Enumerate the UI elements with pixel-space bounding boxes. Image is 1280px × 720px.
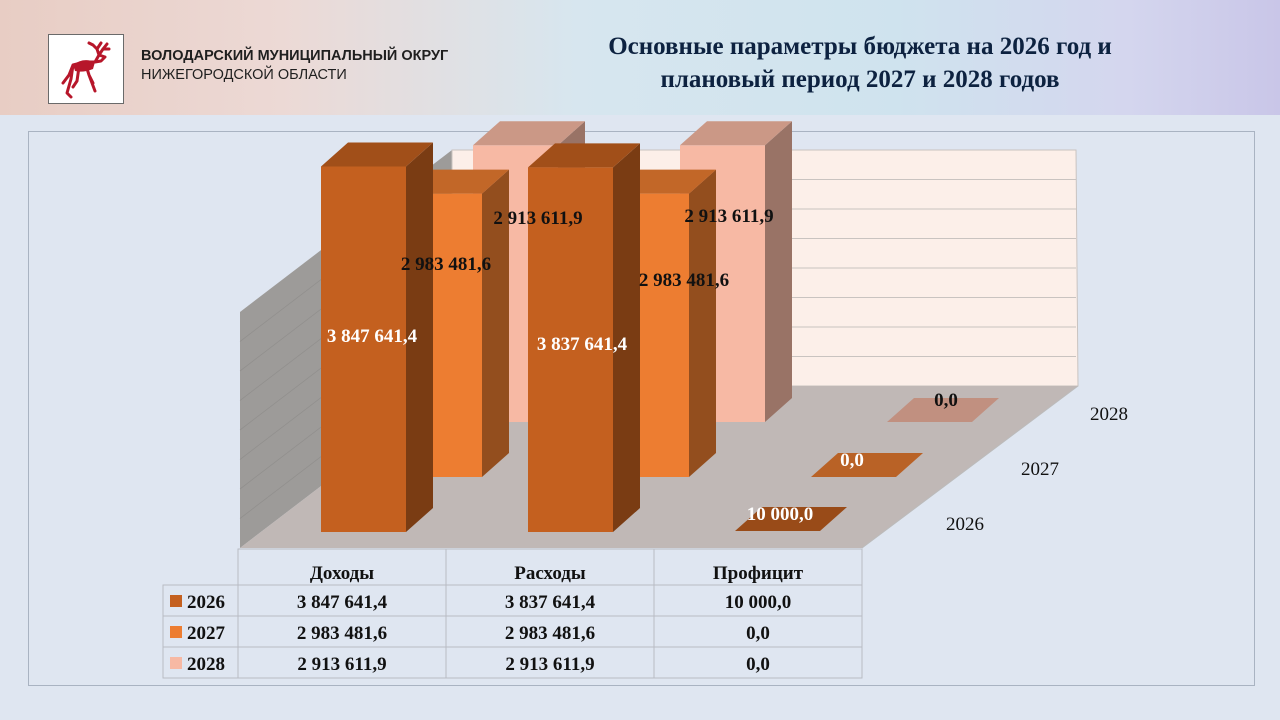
bar-front bbox=[528, 167, 613, 532]
bar-2026-2 bbox=[735, 507, 847, 531]
depth-label-2026: 2026 bbox=[946, 514, 984, 535]
bar-2027-2 bbox=[811, 453, 923, 477]
legend-key-2028 bbox=[170, 657, 182, 669]
bar-top bbox=[887, 398, 999, 422]
org-line-2: НИЖЕГОРОДСКОЙ ОБЛАСТИ bbox=[141, 67, 347, 83]
table-cell-2027-0: 2 983 481,6 bbox=[297, 623, 387, 644]
bar-2026-1 bbox=[528, 143, 640, 532]
bar-top bbox=[321, 142, 433, 167]
bar-2026-0 bbox=[321, 142, 433, 532]
bar-side bbox=[765, 121, 792, 422]
table-header-2: Профицит bbox=[713, 563, 804, 584]
table-cell-2026-1: 3 837 641,4 bbox=[505, 592, 596, 613]
chart-bars bbox=[321, 121, 999, 532]
title-line-2: плановый период 2027 и 2028 годов bbox=[660, 66, 1060, 93]
table-header-1: Расходы bbox=[514, 563, 586, 584]
data-label-2028-0: 2 913 611,9 bbox=[493, 208, 582, 229]
data-label-2027-1: 2 983 481,6 bbox=[639, 270, 729, 291]
data-label-2026-2: 10 000,0 bbox=[747, 504, 814, 525]
bar-side bbox=[406, 142, 433, 532]
table-cell-2027-2: 0,0 bbox=[746, 623, 770, 644]
bar-top bbox=[735, 507, 847, 531]
data-label-2026-1: 3 837 641,4 bbox=[537, 334, 628, 355]
emblem-deer-icon bbox=[48, 34, 124, 104]
table-cell-2028-1: 2 913 611,9 bbox=[505, 654, 594, 675]
table-row-name-2027: 2027 bbox=[187, 623, 226, 644]
bar-side bbox=[613, 143, 640, 532]
organization-name: ВОЛОДАРСКИЙ МУНИЦИПАЛЬНЫЙ ОКРУГ НИЖЕГОРО… bbox=[141, 47, 448, 85]
table-cell-2028-0: 2 913 611,9 bbox=[297, 654, 386, 675]
page-title: Основные параметры бюджета на 2026 год и… bbox=[540, 30, 1180, 96]
depth-label-2028: 2028 bbox=[1090, 404, 1128, 425]
data-labels: 3 847 641,4 3 837 641,4 10 000,0 2 983 481,… bbox=[327, 206, 958, 525]
depth-label-2027: 2027 bbox=[1021, 459, 1059, 480]
title-line-1: Основные параметры бюджета на 2026 год и bbox=[608, 33, 1112, 60]
data-table: Доходы Расходы Профицит 2026 3 847 641,4 3 83… bbox=[162, 548, 863, 679]
bar-top bbox=[680, 121, 792, 146]
header-banner: ВОЛОДАРСКИЙ МУНИЦИПАЛЬНЫЙ ОКРУГ НИЖЕГОРО… bbox=[0, 0, 1280, 115]
org-line-1: ВОЛОДАРСКИЙ МУНИЦИПАЛЬНЫЙ ОКРУГ bbox=[141, 48, 449, 64]
depth-axis-line bbox=[861, 385, 1079, 549]
table-cell-2026-0: 3 847 641,4 bbox=[297, 592, 388, 613]
legend-key-2026 bbox=[170, 595, 182, 607]
data-label-2028-2: 0,0 bbox=[934, 390, 958, 411]
table-body-box bbox=[162, 584, 863, 679]
table-row-name-2028: 2028 bbox=[187, 654, 225, 675]
table-cell-2027-1: 2 983 481,6 bbox=[505, 623, 595, 644]
data-label-2028-1: 2 913 611,9 bbox=[684, 206, 773, 227]
legend-key-2027 bbox=[170, 626, 182, 638]
data-label-2026-0: 3 847 641,4 bbox=[327, 326, 418, 347]
data-label-2027-2: 0,0 bbox=[840, 450, 864, 471]
bar-top bbox=[528, 143, 640, 168]
bar-side bbox=[482, 169, 509, 477]
bar-front bbox=[321, 166, 406, 532]
table-cell-2028-2: 0,0 bbox=[746, 654, 770, 675]
data-label-2027-0: 2 983 481,6 bbox=[401, 254, 491, 275]
bar-top bbox=[811, 453, 923, 477]
depth-axis: 2026 2027 2028 bbox=[861, 385, 1128, 549]
bar-2028-2 bbox=[887, 398, 999, 422]
bar-side bbox=[689, 169, 716, 477]
table-row-name-2026: 2026 bbox=[187, 592, 225, 613]
table-header-0: Доходы bbox=[310, 563, 374, 584]
bar-top bbox=[473, 121, 585, 146]
chart-frame bbox=[28, 131, 1255, 686]
table-cell-2026-2: 10 000,0 bbox=[725, 592, 792, 613]
